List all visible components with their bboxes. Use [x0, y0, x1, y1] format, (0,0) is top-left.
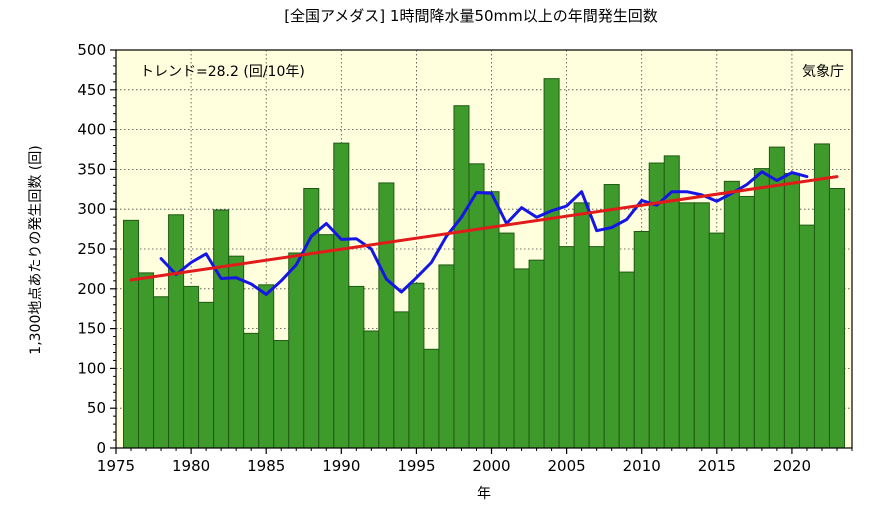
y-tick-label: 300	[77, 200, 106, 218]
bar-2019	[768, 146, 785, 449]
x-axis-title: 年	[477, 486, 491, 502]
bar-1979	[168, 214, 185, 449]
bar-2000	[483, 191, 500, 449]
source-annotation: 気象庁	[802, 64, 844, 80]
bar-1996	[423, 348, 440, 449]
x-tick-label: 2010	[623, 457, 661, 475]
bar-1976	[123, 219, 140, 449]
bar-1995	[408, 282, 425, 449]
bar-2017	[738, 195, 755, 449]
y-tick-label: 350	[77, 160, 106, 178]
bar-1980	[183, 285, 200, 449]
bar-1991	[348, 285, 365, 449]
bar-1987	[288, 252, 305, 449]
y-tick-label: 150	[77, 320, 106, 338]
x-tick-label: 2000	[472, 457, 510, 475]
bar-1977	[138, 272, 155, 449]
y-tick-label: 500	[77, 41, 106, 59]
y-tick-label: 400	[77, 121, 106, 139]
bar-2023	[828, 188, 845, 449]
bar-1999	[468, 163, 485, 449]
y-tick-label: 250	[77, 240, 106, 258]
bar-1998	[453, 105, 470, 449]
bar-1990	[333, 142, 350, 449]
bar-1993	[378, 182, 395, 449]
bar-1988	[303, 188, 320, 449]
bar-2018	[753, 168, 770, 449]
bar-2007	[588, 246, 605, 449]
x-tick-label: 1985	[247, 457, 285, 475]
x-tick-label: 1990	[322, 457, 360, 475]
y-tick-label: 200	[77, 280, 106, 298]
bar-1997	[438, 264, 455, 449]
bar-2013	[678, 202, 695, 449]
bar-2021	[798, 224, 815, 449]
y-tick-label: 50	[87, 399, 106, 417]
bar-2005	[558, 246, 575, 449]
moving-average-line	[159, 170, 809, 296]
trend-line	[129, 175, 839, 282]
x-tick-label: 1995	[397, 457, 435, 475]
bar-2001	[498, 232, 515, 449]
x-tick-label: 1980	[172, 457, 210, 475]
bar-2014	[693, 202, 710, 449]
bar-1989	[318, 234, 335, 449]
trend-annotation: トレンド=28.2 (回/10年)	[140, 64, 305, 80]
y-axis-title: 1,300地点あたりの発生回数 (回)	[28, 145, 44, 354]
bar-1994	[393, 311, 410, 449]
bar-2020	[783, 172, 800, 449]
bar-1986	[273, 340, 290, 449]
chart-title: [全国アメダス] 1時間降水量50mm以上の年間発生回数	[284, 7, 658, 25]
bar-1983	[228, 255, 245, 449]
bar-1978	[153, 296, 170, 449]
bar-1992	[363, 330, 380, 449]
bar-1984	[243, 332, 260, 449]
bar-2006	[573, 202, 590, 449]
x-tick-label: 1975	[97, 457, 135, 475]
y-tick-label: 0	[96, 439, 106, 457]
bar-2016	[723, 180, 740, 449]
bar-1985	[258, 284, 275, 449]
bar-1981	[198, 301, 215, 449]
bar-1982	[213, 209, 230, 449]
bar-2009	[618, 271, 635, 449]
x-tick-label: 2020	[773, 457, 811, 475]
bar-2003	[528, 259, 545, 449]
bar-2022	[813, 143, 830, 449]
y-tick-label: 450	[77, 81, 106, 99]
bar-2002	[513, 268, 530, 449]
y-tick-label: 100	[77, 359, 106, 377]
x-tick-label: 2015	[698, 457, 736, 475]
x-tick-label: 2005	[548, 457, 586, 475]
bar-2015	[708, 232, 725, 449]
bar-2004	[543, 78, 560, 449]
bar-2010	[633, 230, 650, 449]
